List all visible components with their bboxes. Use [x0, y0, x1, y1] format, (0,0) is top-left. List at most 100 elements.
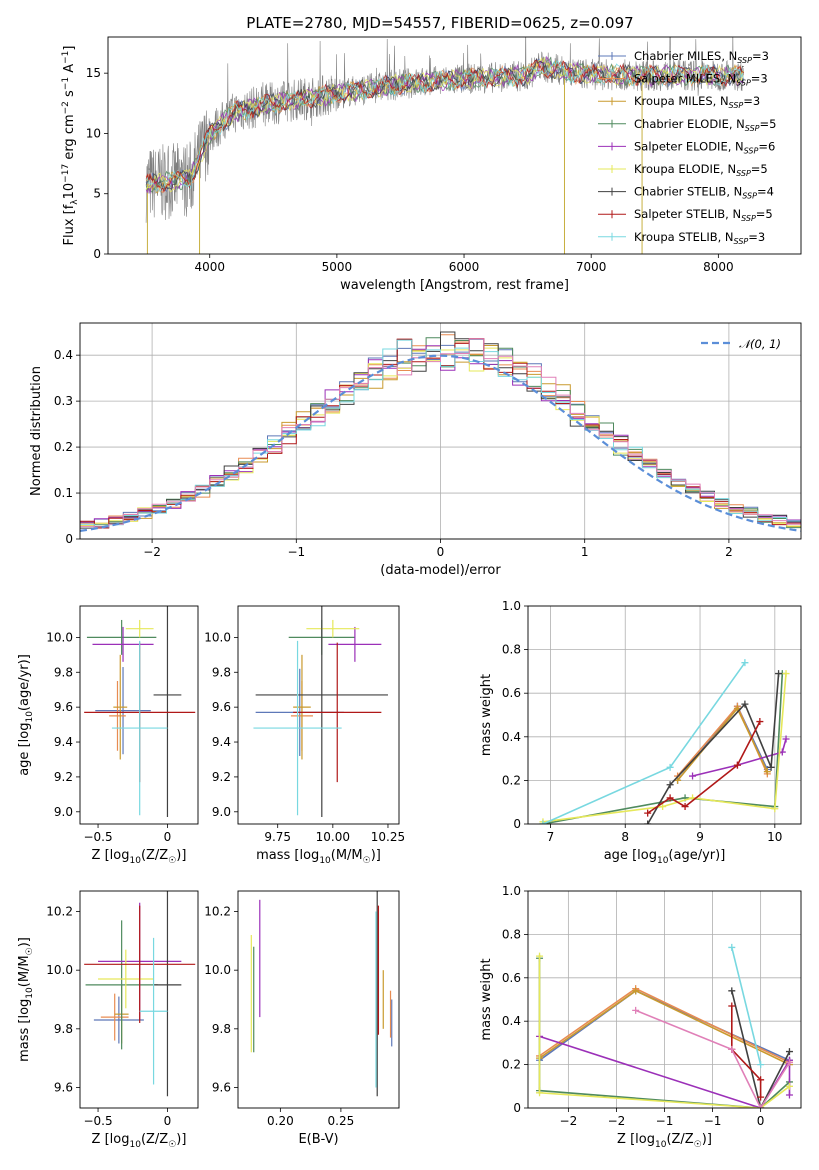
y-tick-label: 0.6 — [502, 686, 521, 700]
weight-marker — [536, 1089, 544, 1097]
legend-label: Salpeter ELODIE, NSSP=6 — [634, 139, 775, 155]
z-mass-marks — [84, 891, 196, 1097]
y-tick-label: 0.4 — [502, 1014, 521, 1028]
y-tick-label: 10.0 — [204, 963, 231, 977]
weight-marker — [728, 1002, 736, 1010]
x-tick-label: 5000 — [322, 260, 353, 274]
y-axis-label: Normed distribution — [29, 366, 44, 496]
axes-frame — [79, 605, 199, 825]
weight-marker — [666, 794, 674, 802]
weight-marker — [756, 718, 764, 726]
x-tick-label: 6000 — [449, 260, 480, 274]
z-weight-axes: −2 −2 −1 −1 0 0 0.2 0.4 0.6 0.8 1.0 Z [log10​(Z/Z☉​… — [479, 884, 802, 1150]
y-tick-label: 9.8 — [212, 1022, 231, 1036]
x-tick-label: −1 — [287, 545, 305, 559]
y-tick-label: 9.6 — [54, 700, 73, 714]
weight-series-line — [731, 990, 791, 1108]
weight-marker — [536, 952, 544, 960]
y-tick-label: 9.8 — [212, 665, 231, 679]
y-tick-label: 0.4 — [502, 730, 521, 744]
y-tick-label: 10.0 — [46, 963, 73, 977]
x-tick-label: 0 — [164, 830, 172, 844]
axes-frame — [527, 605, 802, 825]
weight-series-line — [731, 947, 762, 1065]
normal-legend-label: 𝒩(0, 1) — [739, 337, 781, 351]
x-tick-label: 0 — [164, 1114, 172, 1128]
y-tick-label: 15 — [86, 66, 101, 80]
x-tick-label: 0.20 — [267, 1114, 294, 1128]
spectrum-axes: 4000 5000 6000 7000 8000 0 5 10 15 wavelength [An… — [61, 36, 802, 293]
x-tick-label: −2 — [608, 1114, 626, 1128]
z-age-marks — [84, 606, 196, 818]
axes-frame — [79, 890, 199, 1109]
x-tick-label: 1 — [581, 545, 589, 559]
x-tick-label: 0 — [437, 545, 445, 559]
y-tick-label: 9.0 — [212, 805, 231, 819]
legend-label: Salpeter MILES, NSSP=3 — [634, 72, 768, 88]
y-tick-label: 10.2 — [204, 905, 231, 919]
weight-marker — [785, 1058, 793, 1066]
y-tick-label: 1.0 — [502, 599, 521, 613]
mass-age-axes: 9.75 10.00 10.25 9.0 9.2 9.4 9.6 9.8 10.0 mass [l… — [204, 605, 405, 866]
axes-frame — [79, 322, 802, 540]
age-weight-axes: 7 8 9 10 0 0.2 0.4 0.6 0.8 1.0 age [log10​(age/yr)… — [479, 599, 802, 866]
y-tick-label: 10.0 — [46, 630, 73, 644]
weight-series-line — [676, 707, 769, 781]
ebv-mass-axes: 0.20 0.25 9.6 9.8 10.0 10.2 E(B-V) — [204, 890, 400, 1147]
model-spectrum-line — [145, 60, 745, 194]
weight-series-line — [635, 1009, 791, 1108]
weight-marker — [782, 735, 790, 743]
residuals-marks — [80, 331, 801, 532]
figure-title: PLATE=2780, MJD=54557, FIBERID=0625, z=0… — [246, 14, 633, 32]
weight-marker — [666, 763, 674, 771]
x-axis-label: Z [log10​(Z/Z☉​)] — [92, 848, 187, 866]
spectrum-legend: Chabrier MILES, NSSP=3 Salpeter MILES, NS… — [598, 49, 776, 246]
weight-marker — [632, 987, 640, 995]
y-tick-label: 10 — [86, 126, 101, 140]
legend-label: Chabrier ELODIE, NSSP=5 — [634, 117, 776, 133]
weight-marker — [539, 820, 547, 824]
weight-series-line — [538, 956, 790, 1108]
y-tick-label: 0 — [65, 532, 73, 546]
y-tick-label: 10.0 — [204, 630, 231, 644]
y-tick-label: 9.0 — [54, 805, 73, 819]
ebv-mass-marks — [250, 891, 393, 1097]
x-tick-label: −2 — [143, 545, 161, 559]
weight-marker — [681, 803, 689, 811]
y-axis-label: Flux [fλ​10−17​ erg cm−2​ s−1​ A−1​] — [61, 46, 80, 246]
weight-marker — [733, 761, 741, 769]
legend-label: Salpeter STELIB, NSSP=5 — [634, 207, 773, 223]
spectrum-marks — [145, 37, 745, 254]
x-axis-label: (data-model)/error — [380, 563, 501, 578]
residuals-axes: −2 −1 0 1 2 0 0.1 0.2 0.3 0.4 (data-model)/error No… — [29, 322, 802, 578]
x-axis-label: Z [log10​(Z/Z☉​)] — [617, 1132, 712, 1150]
weight-marker — [757, 1061, 765, 1069]
residual-histogram-step — [80, 338, 801, 528]
weight-marker — [757, 1076, 765, 1084]
weight-marker — [785, 1048, 793, 1056]
y-tick-label: 0.2 — [54, 440, 73, 454]
y-axis-label: mass [log10​(M/M☉​)] — [17, 937, 35, 1062]
y-tick-label: 5 — [93, 187, 101, 201]
weight-series-line — [692, 738, 787, 777]
weight-marker — [741, 659, 749, 667]
weight-marker — [775, 670, 783, 678]
x-tick-label: 7 — [547, 830, 555, 844]
weight-marker — [782, 670, 790, 678]
weight-marker — [763, 768, 771, 776]
x-axis-label: mass [log10​(M/M☉​)] — [256, 848, 381, 866]
y-axis-label: mass weight — [479, 958, 494, 1040]
weight-marker — [785, 1091, 793, 1099]
x-tick-label: 7000 — [576, 260, 607, 274]
y-tick-label: 0 — [513, 817, 521, 831]
legend-label: Kroupa STELIB, NSSP=3 — [634, 230, 765, 246]
normal-pdf-curve — [80, 354, 801, 532]
y-tick-label: 0 — [513, 1101, 521, 1115]
weight-series-line — [731, 1006, 762, 1098]
x-tick-label: 10.00 — [316, 830, 350, 844]
axes-frame — [237, 605, 400, 825]
axes-frame — [107, 36, 802, 255]
z-weight-marks — [536, 943, 793, 1108]
y-tick-label: 9.2 — [212, 770, 231, 784]
